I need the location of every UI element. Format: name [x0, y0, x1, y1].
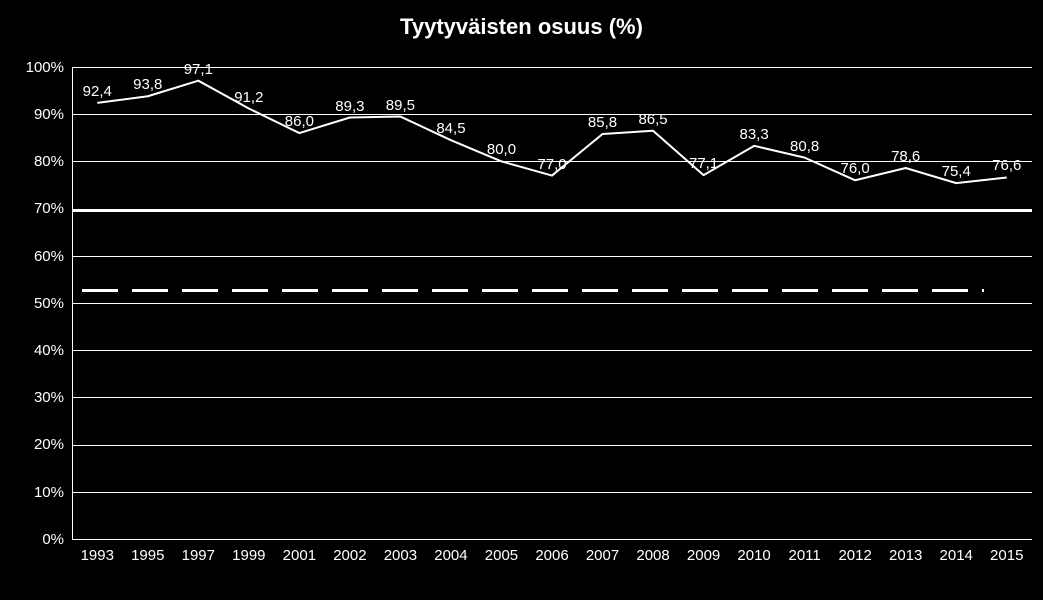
data-label: 93,8	[133, 76, 162, 93]
data-label: 78,6	[891, 148, 920, 165]
x-axis-label: 1999	[232, 547, 265, 564]
y-axis-label: 0%	[42, 531, 64, 548]
x-axis-label: 2002	[333, 547, 366, 564]
x-axis-label: 2005	[485, 547, 518, 564]
data-label: 77,0	[537, 156, 566, 173]
data-label: 76,6	[992, 157, 1021, 174]
data-label: 84,5	[436, 120, 465, 137]
data-label: 75,4	[942, 163, 971, 180]
y-axis-label: 70%	[34, 200, 64, 217]
x-axis-label: 2008	[636, 547, 669, 564]
line-series	[72, 67, 1032, 539]
data-label: 92,4	[83, 83, 112, 100]
x-axis-label: 2009	[687, 547, 720, 564]
y-axis-label: 40%	[34, 342, 64, 359]
data-label: 89,3	[335, 98, 364, 115]
data-label: 80,8	[790, 138, 819, 155]
x-axis-label: 1997	[182, 547, 215, 564]
x-axis-label: 2014	[940, 547, 973, 564]
y-axis-label: 20%	[34, 436, 64, 453]
x-axis-label: 2015	[990, 547, 1023, 564]
x-axis-label: 2001	[283, 547, 316, 564]
x-axis-label: 1995	[131, 547, 164, 564]
x-axis-label: 2012	[838, 547, 871, 564]
x-axis-label: 2013	[889, 547, 922, 564]
x-axis-label: 2006	[535, 547, 568, 564]
data-label: 86,0	[285, 113, 314, 130]
y-axis-label: 90%	[34, 106, 64, 123]
data-label: 91,2	[234, 89, 263, 106]
y-axis-label: 10%	[34, 484, 64, 501]
y-axis-label: 50%	[34, 295, 64, 312]
gridline	[72, 539, 1032, 540]
data-label: 89,5	[386, 97, 415, 114]
y-axis-label: 80%	[34, 153, 64, 170]
data-label: 80,0	[487, 141, 516, 158]
x-axis-label: 2007	[586, 547, 619, 564]
plot-area: 92,493,897,191,286,089,389,584,580,077,0…	[72, 67, 1032, 539]
data-label: 83,3	[739, 126, 768, 143]
chart-title: Tyytyväisten osuus (%)	[0, 14, 1043, 40]
data-label: 76,0	[841, 160, 870, 177]
x-axis-label: 2003	[384, 547, 417, 564]
chart-stage: Tyytyväisten osuus (%) 92,4 93,8 97,1 91,2 8…	[0, 0, 1043, 600]
x-axis-label: 2011	[788, 547, 820, 564]
y-axis-label: 100%	[26, 59, 64, 76]
data-label: 77,1	[689, 155, 718, 172]
data-label: 97,1	[184, 61, 213, 78]
x-axis-label: 2010	[737, 547, 770, 564]
data-label: 86,5	[638, 111, 667, 128]
x-axis-label: 1993	[81, 547, 114, 564]
x-axis-label: 2004	[434, 547, 467, 564]
y-axis-label: 60%	[34, 248, 64, 265]
data-label: 85,8	[588, 114, 617, 131]
y-axis-label: 30%	[34, 389, 64, 406]
